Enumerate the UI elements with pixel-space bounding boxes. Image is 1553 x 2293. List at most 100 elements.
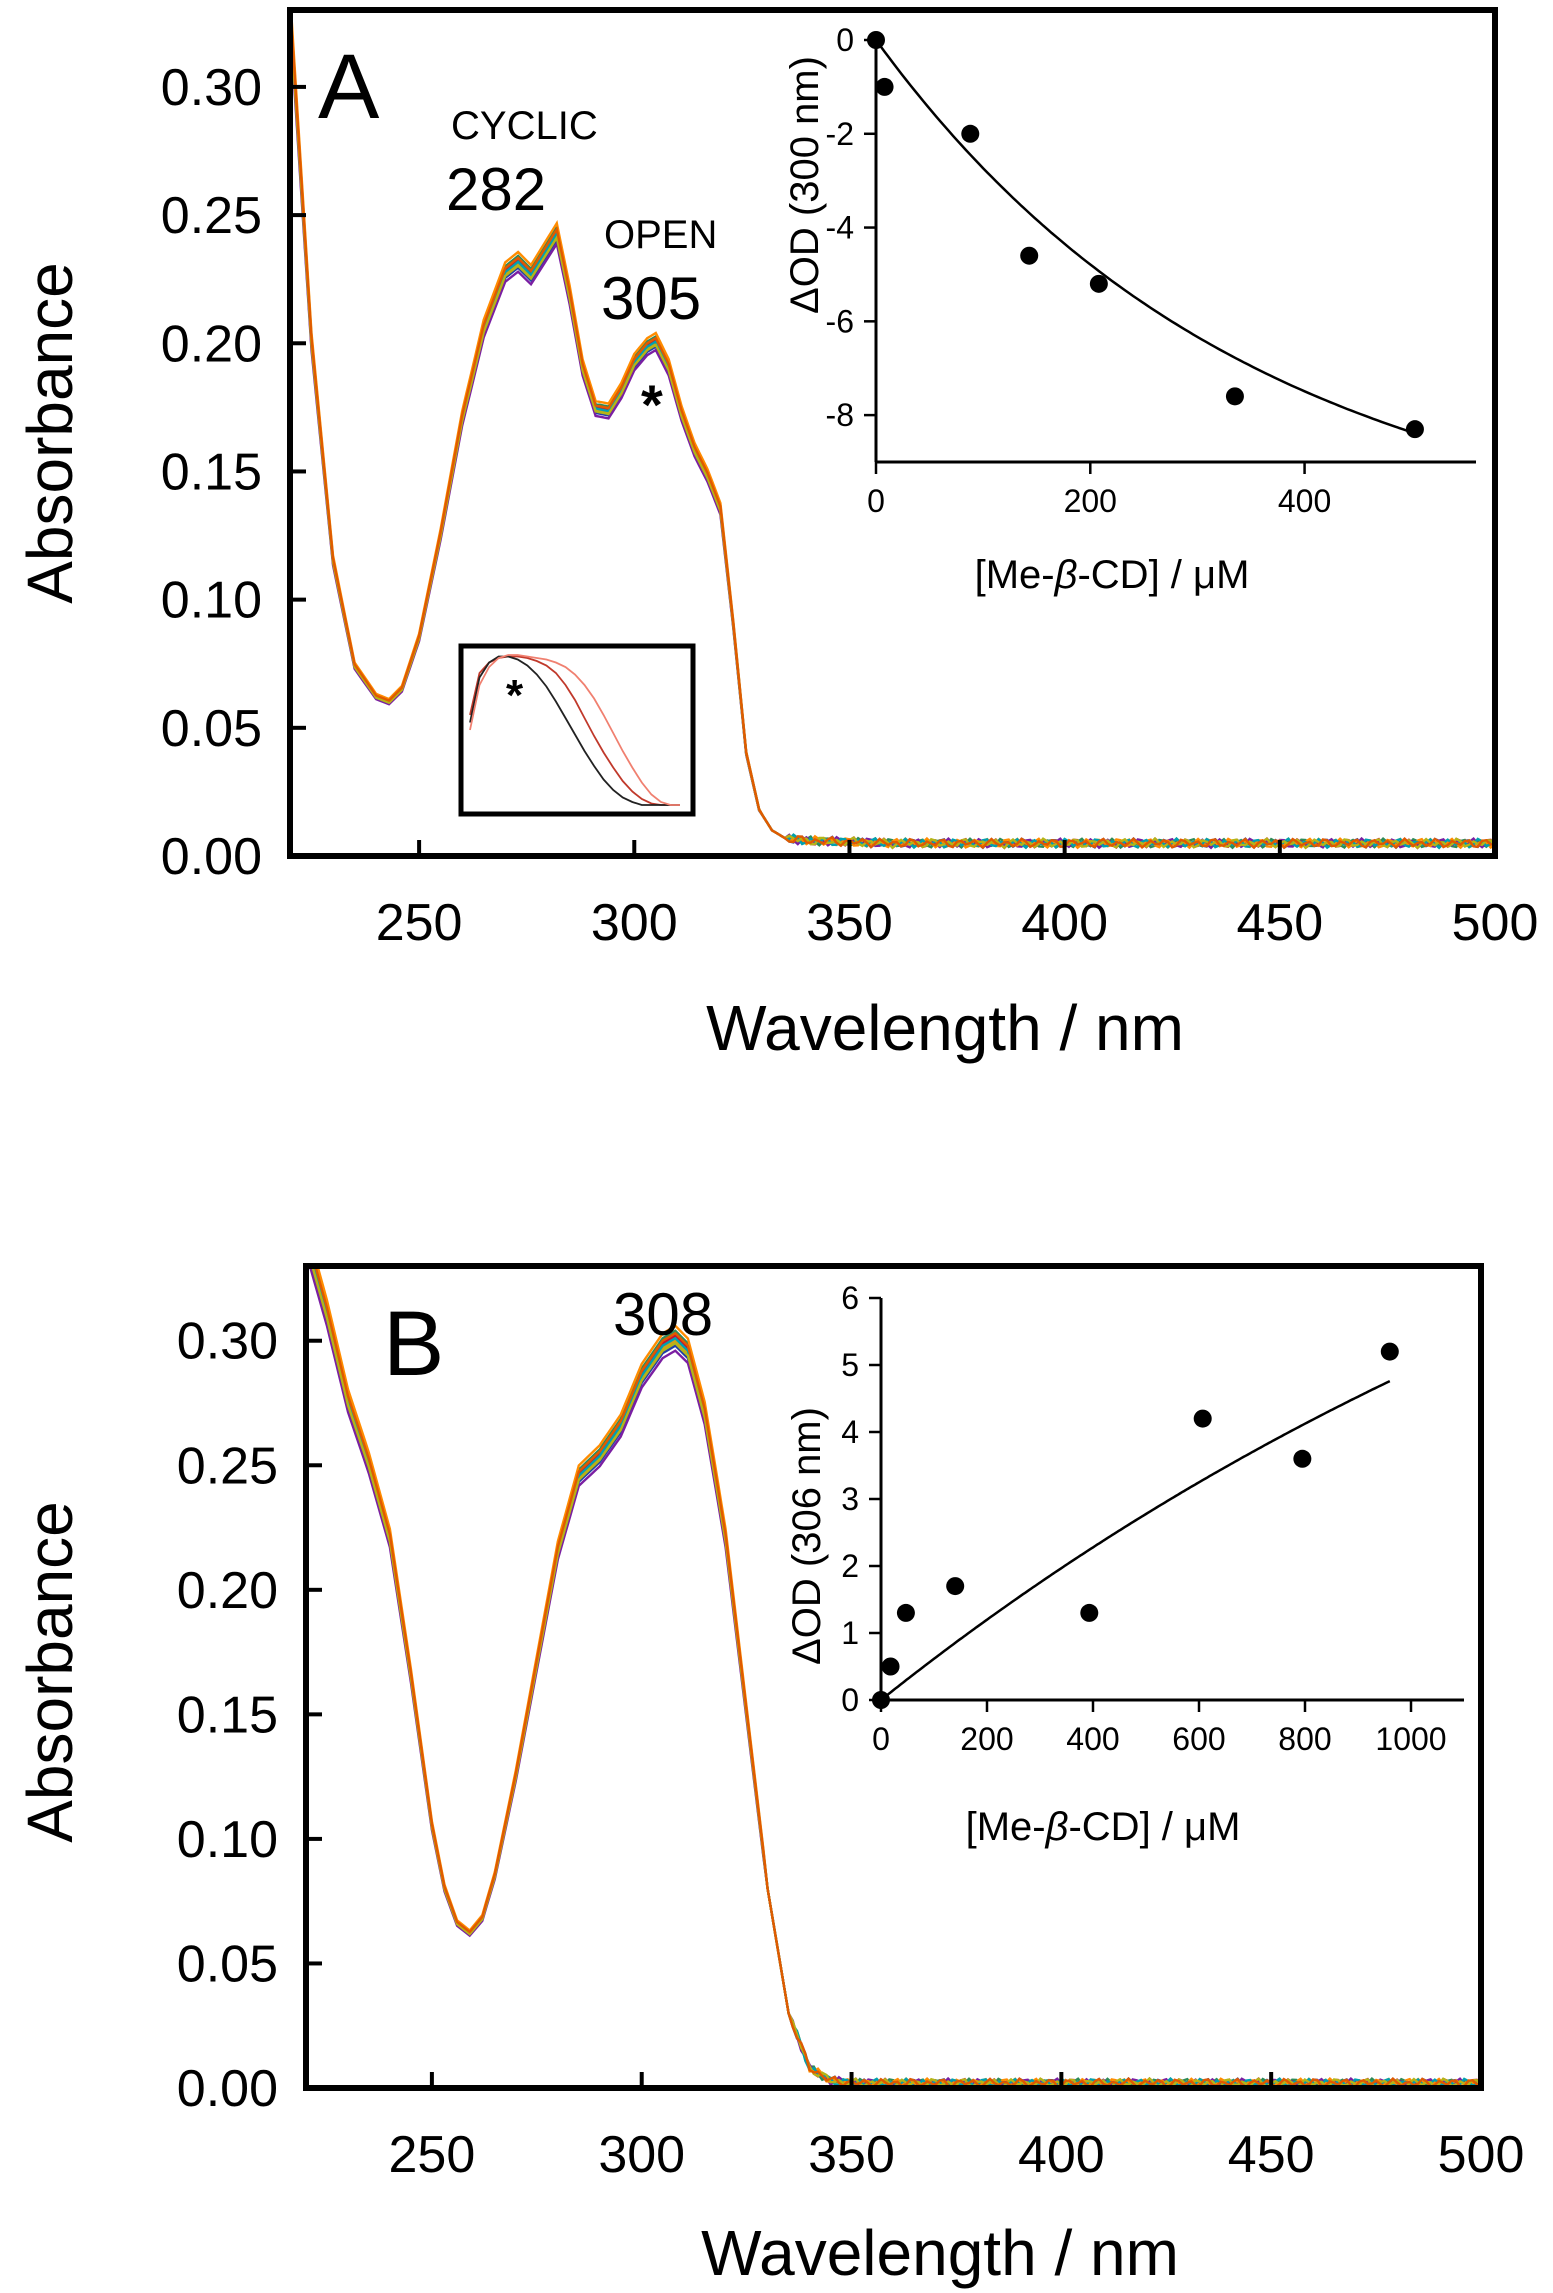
inset-y-tick-label: 0 (836, 22, 854, 58)
inset-y-tick-label: 5 (841, 1347, 859, 1383)
inset-x-title-beta: β (1054, 553, 1078, 597)
inset-x-tick-label: 600 (1172, 1721, 1225, 1757)
panel-a-spectra (290, 10, 1495, 850)
panel-a-y-ticks: 0.00 0.05 0.10 0.15 0.20 0.25 0.30 (161, 59, 306, 886)
x-tick-label: 500 (1452, 894, 1539, 952)
inset-data-point (1380, 1342, 1399, 1361)
x-tick-label: 400 (1021, 894, 1108, 952)
inset-data-point (1089, 274, 1108, 293)
panel-b-y-axis-title: Absorbance (14, 1501, 86, 1843)
y-tick-label: 0.20 (177, 1562, 278, 1620)
inset-y-tick-label: 6 (841, 1280, 859, 1316)
panel-a-open-word: OPEN (604, 213, 717, 257)
y-tick-label: 0.15 (177, 1686, 278, 1744)
y-tick-label: 0.30 (177, 1313, 278, 1371)
x-tick-label: 250 (389, 2126, 476, 2184)
inset-fit-curve (874, 39, 1417, 435)
panel-a-inset-axes: 0 -2 -4 -6 -8 0 200 400 (826, 22, 1476, 519)
inset-x-title-suffix: -CD] / μM (1068, 1805, 1240, 1849)
panel-b-label: B (383, 1293, 444, 1395)
inset-data-point (875, 77, 894, 96)
inset-data-point (1293, 1449, 1312, 1468)
panel-a-open-value: 305 (601, 265, 701, 332)
x-tick-label: 300 (598, 2126, 685, 2184)
x-tick-label: 300 (591, 894, 678, 952)
inset-x-title-prefix: [Me- (975, 553, 1055, 597)
panel-b-x-axis-title: Wavelength / nm (701, 2217, 1179, 2289)
panel-b-peak-value: 308 (613, 1281, 713, 1348)
panel-a: 0.00 0.05 0.10 0.15 0.20 0.25 0.30 250 300 350 40… (14, 7, 1539, 1064)
inset-y-tick-label: 2 (841, 1548, 859, 1584)
panel-a-label: A (318, 36, 380, 138)
x-tick-label: 450 (1228, 2126, 1315, 2184)
panel-b-inset: 0 1 2 3 4 5 6 0 200 400 600 800 1000 ΔOD (306 nm) [M… (785, 1280, 1464, 1849)
y-tick-label: 0.25 (161, 187, 262, 245)
panel-b-inset-axes: 0 1 2 3 4 5 6 0 200 400 600 800 1000 (841, 1280, 1464, 1757)
y-tick-label: 0.15 (161, 443, 262, 501)
panel-a-cyclic-word: CYCLIC (451, 104, 598, 148)
panel-b: 0.000.050.100.150.200.250.30 250 300 350 40… (14, 1263, 1525, 2289)
panel-b-x-ticks: 250 300 350 400 450 500 (389, 2072, 1525, 2184)
spectrum-line-8 (290, 12, 1495, 850)
inset-data-point (1020, 246, 1039, 265)
y-tick-label: 0.00 (161, 828, 262, 886)
inset-x-title-beta: β (1045, 1805, 1069, 1849)
inset-data-point (1193, 1409, 1212, 1428)
y-tick-label: 0.05 (177, 1935, 278, 1993)
inset-fit-curve (880, 1379, 1391, 1701)
panel-a-plot-frame (287, 7, 1498, 859)
inset-y-tick-label: -6 (826, 303, 854, 339)
inset-y-tick-label: 4 (841, 1414, 859, 1450)
inset-x-tick-label: 400 (1066, 1721, 1119, 1757)
inset-y-tick-label: 3 (841, 1481, 859, 1517)
y-tick-label: 0.25 (177, 1437, 278, 1495)
inset-data-point (961, 124, 980, 143)
inset-x-tick-label: 200 (1064, 483, 1117, 519)
y-tick-label: 0.10 (177, 1811, 278, 1869)
x-tick-label: 350 (808, 2126, 895, 2184)
x-tick-label: 350 (806, 894, 893, 952)
panel-a-zoom-box: * (458, 643, 696, 817)
panel-a-isosbestic-marker: * (641, 373, 663, 436)
inset-data-point (1405, 420, 1424, 439)
panel-b-inset-fit (880, 1379, 1391, 1701)
inset-x-tick-label: 200 (960, 1721, 1013, 1757)
panel-a-y-axis-title: Absorbance (14, 262, 86, 604)
panel-a-inset-x-title: [Me-β-CD] / μM (975, 553, 1250, 597)
inset-x-tick-label: 0 (867, 483, 885, 519)
spectrum-line-9 (314, 1266, 1481, 2088)
x-tick-label: 250 (376, 894, 463, 952)
y-tick-label: 0.00 (177, 2060, 278, 2118)
panel-a-inset-y-title: ΔOD (300 nm) (783, 56, 827, 314)
inset-y-tick-label: 0 (841, 1682, 859, 1718)
y-tick-label: 0.10 (161, 572, 262, 630)
x-tick-label: 400 (1018, 2126, 1105, 2184)
panel-a-x-ticks: 250 300 350 400 450 500 (376, 840, 1539, 952)
inset-y-tick-label: -2 (826, 116, 854, 152)
panel-a-zoom-lines (469, 654, 680, 806)
y-tick-label: 0.05 (161, 700, 262, 758)
inset-x-title-suffix: -CD] / μM (1077, 553, 1249, 597)
spectrum-line-9 (290, 10, 1495, 850)
panel-b-inset-y-title: ΔOD (306 nm) (785, 1407, 829, 1665)
panel-a-inset-fit (874, 39, 1417, 435)
panel-b-inset-x-title: [Me-β-CD] / μM (966, 1805, 1241, 1849)
y-tick-label: 0.20 (161, 315, 262, 373)
inset-x-tick-label: 800 (1278, 1721, 1331, 1757)
panel-b-plot-frame (303, 1263, 1484, 2091)
inset-x-tick-label: 400 (1278, 483, 1331, 519)
inset-data-point (1225, 387, 1244, 406)
zoom-line (469, 654, 680, 806)
inset-data-point (896, 1603, 915, 1622)
inset-data-point (946, 1577, 965, 1596)
inset-data-point (1080, 1603, 1099, 1622)
x-tick-label: 500 (1438, 2126, 1525, 2184)
panel-a-x-axis-title: Wavelength / nm (706, 992, 1184, 1064)
panel-a-zoom-marker: * (506, 671, 524, 720)
inset-x-tick-label: 0 (872, 1721, 890, 1757)
inset-data-point (881, 1657, 900, 1676)
x-tick-label: 450 (1236, 894, 1323, 952)
inset-y-tick-label: -8 (826, 397, 854, 433)
y-tick-label: 0.30 (161, 59, 262, 117)
inset-y-tick-label: 1 (841, 1615, 859, 1651)
